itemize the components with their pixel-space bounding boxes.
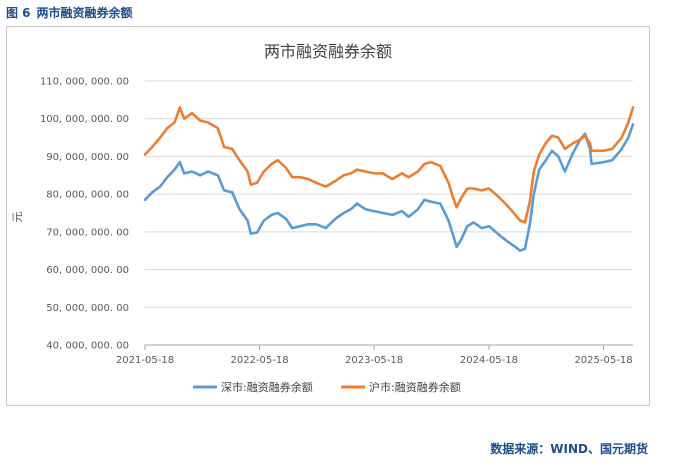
y-axis-title: 元 (11, 212, 24, 223)
y-tick-label: 40, 000, 000. 00 (46, 341, 129, 352)
figure-number: 图 6 (6, 6, 31, 20)
legend: 深市:融资融券余额 沪市:融资融券余额 (193, 380, 461, 394)
y-tick-label: 80, 000, 000. 00 (46, 190, 129, 201)
series-line-sh (143, 106, 635, 224)
legend-label: 深市:融资融券余额 (221, 380, 313, 394)
source-note: 数据来源：WIND、国元期货 (490, 442, 648, 456)
figure-title: 两市融资融券余额 (36, 6, 133, 20)
x-tick-label: 2025-05-18 (574, 355, 632, 366)
chart-title: 两市融资融券余额 (264, 42, 392, 61)
grid-lines (145, 80, 633, 346)
y-tick-label: 110, 000, 000. 00 (40, 77, 129, 88)
x-tick-label: 2021-05-18 (116, 355, 174, 366)
y-tick-label: 100, 000, 000. 00 (40, 114, 129, 125)
x-axis-ticks: 2021-05-18 2022-05-18 2023-05-18 2024-05-18… (116, 345, 633, 366)
y-tick-label: 60, 000, 000. 00 (46, 265, 129, 276)
legend-label: 沪市:融资融券余额 (369, 380, 461, 394)
y-tick-label: 90, 000, 000. 00 (46, 152, 129, 163)
y-axis-ticks: 40, 000, 000. 00 50, 000, 000. 00 60, 000,… (40, 77, 129, 352)
series-line-sz (143, 123, 635, 252)
y-tick-label: 50, 000, 000. 00 (46, 303, 129, 314)
series-lines (143, 106, 635, 252)
figure-caption: 图 6 两市融资融券余额 (6, 4, 139, 21)
line-chart: 两市融资融券余额 40, 000, 000. 00 50, 000, 000. 0… (11, 42, 635, 394)
chart-panel: 两市融资融券余额 40, 000, 000. 00 50, 000, 000. 0… (6, 26, 650, 406)
x-tick-label: 2022-05-18 (230, 355, 288, 366)
x-tick-label: 2024-05-18 (460, 355, 518, 366)
x-tick-label: 2023-05-18 (345, 355, 403, 366)
y-tick-label: 70, 000, 000. 00 (46, 227, 129, 238)
